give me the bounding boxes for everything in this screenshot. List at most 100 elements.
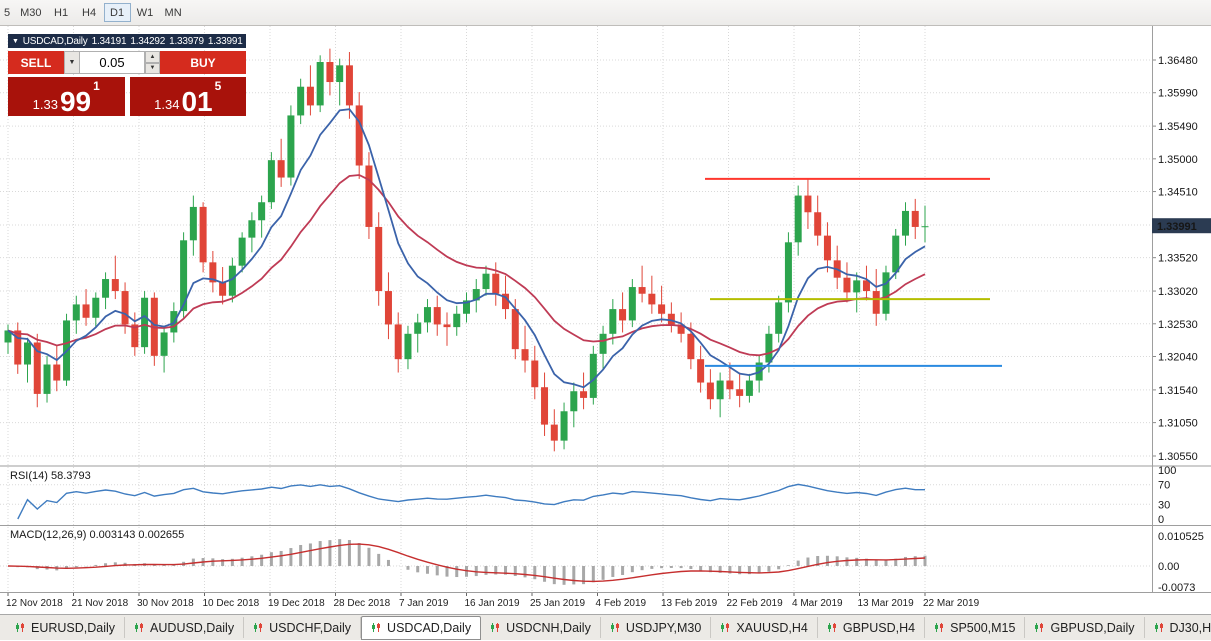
ask-big-digits: 01 [181,86,213,117]
chart-tab-label: AUDUSD,Daily [150,620,235,635]
sell-button[interactable]: SELL [8,51,64,74]
chart-tab-label: GBPUSD,Daily [1050,620,1135,635]
svg-text:1.32040: 1.32040 [1158,352,1198,364]
svg-text:10 Dec 2018: 10 Dec 2018 [203,598,260,609]
svg-text:-0.0073: -0.0073 [1158,582,1195,594]
svg-text:0: 0 [1158,514,1164,526]
symbol-title: USDCAD,Daily [22,35,88,47]
candlestick-chart-icon [610,623,619,632]
chart-tab[interactable]: USDJPY,M30 [601,617,712,638]
volume-dropdown-icon[interactable]: ▼ [64,51,80,74]
chart-tab-label: USDCHF,Daily [269,620,352,635]
svg-text:1.36480: 1.36480 [1158,55,1198,67]
chart-tab[interactable]: GBPUSD,H4 [818,617,926,638]
timeframe-button[interactable]: D1 [103,3,131,22]
candlestick-chart-icon [721,623,730,632]
chart-tab-label: GBPUSD,H4 [842,620,916,635]
svg-text:0.010525: 0.010525 [1158,531,1204,543]
ohlc-close: 1.33991 [207,35,243,47]
svg-text:4 Feb 2019: 4 Feb 2019 [596,598,647,609]
chart-tab[interactable]: AUDUSD,Daily [125,617,245,638]
timeframe-button[interactable]: W1 [132,3,159,22]
svg-text:1.31540: 1.31540 [1158,385,1198,397]
one-click-trading-panel: ▼ USDCAD,Daily 1.34191 1.34292 1.33979 1… [8,34,246,116]
timeframe-button[interactable]: 5 [0,3,14,22]
chart-tab-label: EURUSD,Daily [31,620,116,635]
candlestick-chart-icon [935,623,944,632]
svg-text:19 Dec 2018: 19 Dec 2018 [268,598,325,609]
svg-text:1.33991: 1.33991 [1157,221,1197,233]
svg-text:16 Jan 2019: 16 Jan 2019 [465,598,520,609]
chart-tabs-bar: EURUSD,Daily AUDUSD,Daily USDCHF,Daily [0,614,1211,640]
chart-tab-label: USDCNH,Daily [506,620,591,635]
svg-text:28 Dec 2018: 28 Dec 2018 [334,598,391,609]
svg-text:100: 100 [1158,465,1176,477]
chart-tab-label: USDJPY,M30 [625,620,702,635]
chart-area: 1.364801.359901.354901.350001.345101.340… [0,26,1211,614]
chart-tab[interactable]: EURUSD,Daily [6,617,126,638]
svg-text:1.35000: 1.35000 [1158,154,1198,166]
svg-text:22 Mar 2019: 22 Mar 2019 [923,598,980,609]
candlestick-chart-icon [491,623,500,632]
volume-input[interactable] [80,51,145,74]
svg-text:7 Jan 2019: 7 Jan 2019 [399,598,449,609]
timeframe-button[interactable]: M30 [15,3,46,22]
bid-big-digits: 99 [59,86,92,117]
candlestick-chart-icon [135,623,144,632]
svg-text:1.34510: 1.34510 [1158,187,1198,199]
svg-text:30: 30 [1158,499,1170,511]
svg-text:25 Jan 2019: 25 Jan 2019 [530,598,585,609]
timeframe-button[interactable]: H4 [76,3,103,22]
candlestick-chart-icon [1154,623,1163,632]
svg-text:0.00: 0.00 [1158,561,1179,573]
chart-tab-label: SP500,M15 [950,620,1016,635]
timeframe-toolbar: 5 M30 H1 H4 D1 W1 MN [0,0,1211,26]
svg-text:12 Nov 2018: 12 Nov 2018 [6,598,63,609]
chart-tab[interactable]: SP500,M15 [925,617,1026,638]
candlestick-chart-icon [254,623,263,632]
ohlc-high: 1.34292 [130,35,166,47]
ohlc-low: 1.33979 [169,35,204,47]
svg-text:1.31050: 1.31050 [1158,418,1198,430]
svg-text:21 Nov 2018: 21 Nov 2018 [72,598,129,609]
rsi-indicator-label: RSI(14) 58.3793 [10,470,91,482]
chart-tab[interactable]: GBPUSD,Daily [1025,617,1145,638]
ohlc-open: 1.34191 [91,35,127,47]
candlestick-chart-icon [1035,623,1044,632]
svg-text:13 Mar 2019: 13 Mar 2019 [858,598,915,609]
chart-tab[interactable]: DJ30,H4 [1145,617,1211,638]
svg-text:1.35490: 1.35490 [1158,121,1198,133]
svg-text:1.33020: 1.33020 [1158,286,1198,298]
svg-text:1.32530: 1.32530 [1158,319,1198,331]
volume-stepper: ▲ ▼ [145,51,160,74]
svg-text:22 Feb 2019: 22 Feb 2019 [727,598,784,609]
chart-tab[interactable]: USDCNH,Daily [481,617,601,638]
chart-tab[interactable]: XAUUSD,H4 [711,617,818,638]
buy-button[interactable]: BUY [160,51,246,74]
bid-prefix: 1.33 [32,97,58,112]
svg-text:4 Mar 2019: 4 Mar 2019 [792,598,843,609]
svg-text:1.30550: 1.30550 [1158,451,1198,463]
volume-increase-icon[interactable]: ▲ [145,51,160,63]
chart-ohlc-header: ▼ USDCAD,Daily 1.34191 1.34292 1.33979 1… [8,34,246,48]
svg-text:1.33520: 1.33520 [1158,253,1198,265]
svg-text:13 Feb 2019: 13 Feb 2019 [661,598,718,609]
collapse-panel-icon[interactable]: ▼ [12,37,19,45]
chart-tab[interactable]: USDCAD,Daily [361,615,482,640]
timeframe-button[interactable]: MN [160,3,187,22]
volume-decrease-icon[interactable]: ▼ [145,62,160,74]
candlestick-chart-icon [827,623,836,632]
chart-tab-label: DJ30,H4 [1169,620,1211,635]
ask-prefix: 1.34 [154,97,180,112]
svg-text:1.35990: 1.35990 [1158,88,1198,100]
bid-price[interactable]: 1.33 99 1 [8,77,125,116]
bid-pip-digit: 1 [93,79,100,93]
svg-text:30 Nov 2018: 30 Nov 2018 [137,598,194,609]
timeframe-button[interactable]: H1 [48,3,75,22]
chart-tab[interactable]: USDCHF,Daily [244,617,362,638]
ask-price[interactable]: 1.34 01 5 [129,77,246,117]
candlestick-chart-icon [372,623,381,632]
ask-pip-digit: 5 [214,79,222,93]
chart-tab-label: XAUUSD,H4 [736,620,808,635]
